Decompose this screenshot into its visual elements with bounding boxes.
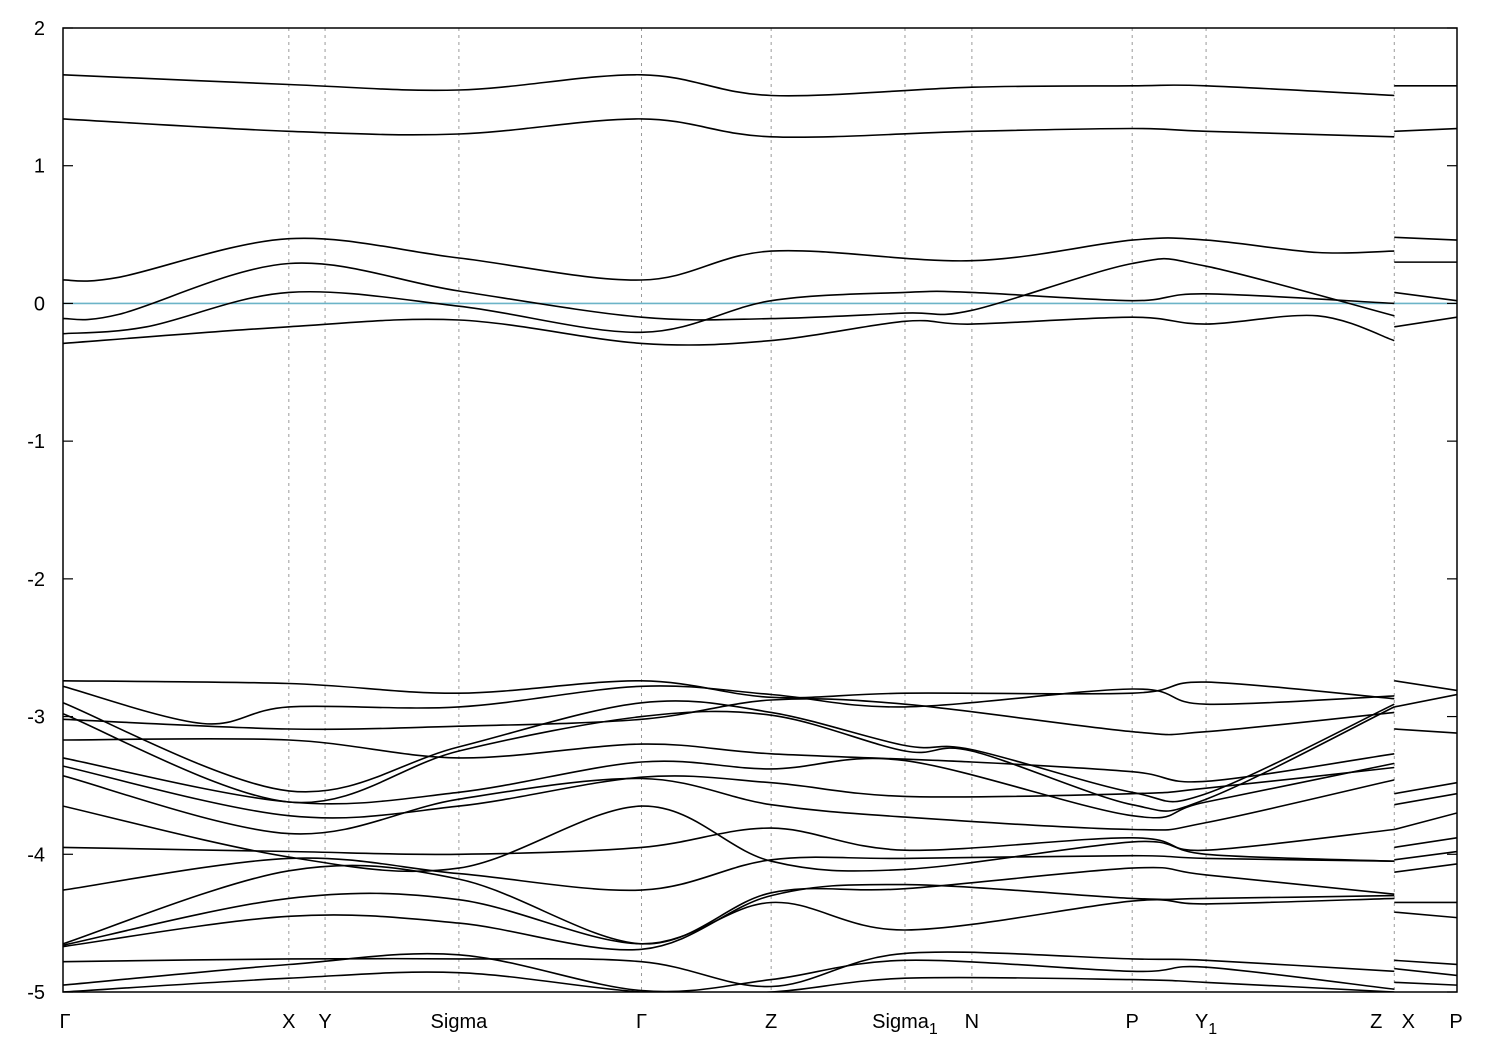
x-tick-label: P [1126, 1011, 1139, 1033]
x-tick-label: Y [318, 1011, 331, 1033]
y-tick-label: -5 [27, 982, 45, 1004]
band-line [63, 952, 1395, 992]
band-line [1394, 836, 1457, 849]
y-tick-label: -2 [27, 569, 45, 591]
y-tick-label: -4 [27, 844, 45, 866]
x-axis-ticks: Γ X Y Sigma Γ Z Sigma1 N P Y1 Z X P [59, 1011, 1462, 1038]
x-tick-label: Γ [59, 1011, 70, 1033]
band-line [63, 314, 1395, 346]
x-tick-label: P [1449, 1011, 1462, 1033]
band-line [1394, 967, 1457, 977]
y-tick-label: -3 [27, 707, 45, 729]
band-lines [63, 73, 1457, 992]
band-line [63, 237, 1395, 282]
y-tick-label: -1 [27, 431, 45, 453]
band-line [1394, 850, 1457, 861]
band-line [1394, 812, 1457, 831]
band-line [1394, 959, 1457, 966]
band-line [1394, 911, 1457, 919]
x-tick-label: X [1402, 1011, 1415, 1033]
band-line [1394, 728, 1457, 734]
band-line [63, 775, 1395, 835]
y-axis-ticks: 2 1 0 -1 -2 -3 -4 -5 [27, 18, 1457, 1004]
x-tick-label: Y1 [1195, 1011, 1217, 1038]
band-line [1394, 679, 1457, 692]
band-line [63, 679, 1395, 700]
band-line [63, 706, 1395, 812]
x-tick-subscript: 1 [1208, 1021, 1217, 1038]
x-tick-label: Sigma1 [872, 1011, 938, 1038]
band-line [63, 951, 1395, 988]
band-line [63, 757, 1395, 819]
band-line [63, 257, 1395, 321]
band-line [1394, 981, 1457, 986]
x-tick-subscript: 1 [929, 1021, 938, 1038]
band-line [1394, 693, 1457, 708]
x-tick-label: Z [765, 1011, 777, 1033]
band-line [63, 73, 1395, 97]
band-line [1394, 863, 1457, 873]
band-line [63, 118, 1395, 139]
band-line [63, 685, 1395, 725]
y-tick-label: 2 [34, 18, 45, 40]
band-line [1394, 781, 1457, 795]
band-line [1394, 316, 1457, 328]
y-tick-label: 0 [34, 293, 45, 315]
band-line [63, 854, 1395, 892]
y-tick-label: 1 [34, 156, 45, 178]
x-tick-label: Sigma [431, 1011, 489, 1033]
band-line [1394, 127, 1457, 133]
x-tick-label: N [965, 1011, 979, 1033]
band-line [63, 827, 1395, 862]
band-line [63, 805, 1395, 873]
x-tick-label: Γ [636, 1011, 647, 1033]
band-line [1394, 236, 1457, 241]
band-line [63, 971, 1395, 992]
x-tick-label: X [282, 1011, 295, 1033]
kpoint-divider-lines [288, 28, 1395, 992]
band-line [1394, 291, 1457, 302]
band-line [63, 883, 1395, 951]
band-line [63, 765, 1395, 819]
band-line [63, 698, 1395, 736]
plot-frame [62, 27, 1458, 993]
band-line [1394, 792, 1457, 806]
band-line [63, 700, 1395, 803]
band-line [63, 290, 1395, 335]
x-tick-label: Z [1370, 1011, 1382, 1033]
band-line [63, 737, 1395, 783]
band-line [63, 892, 1395, 946]
band-line [63, 864, 1395, 945]
